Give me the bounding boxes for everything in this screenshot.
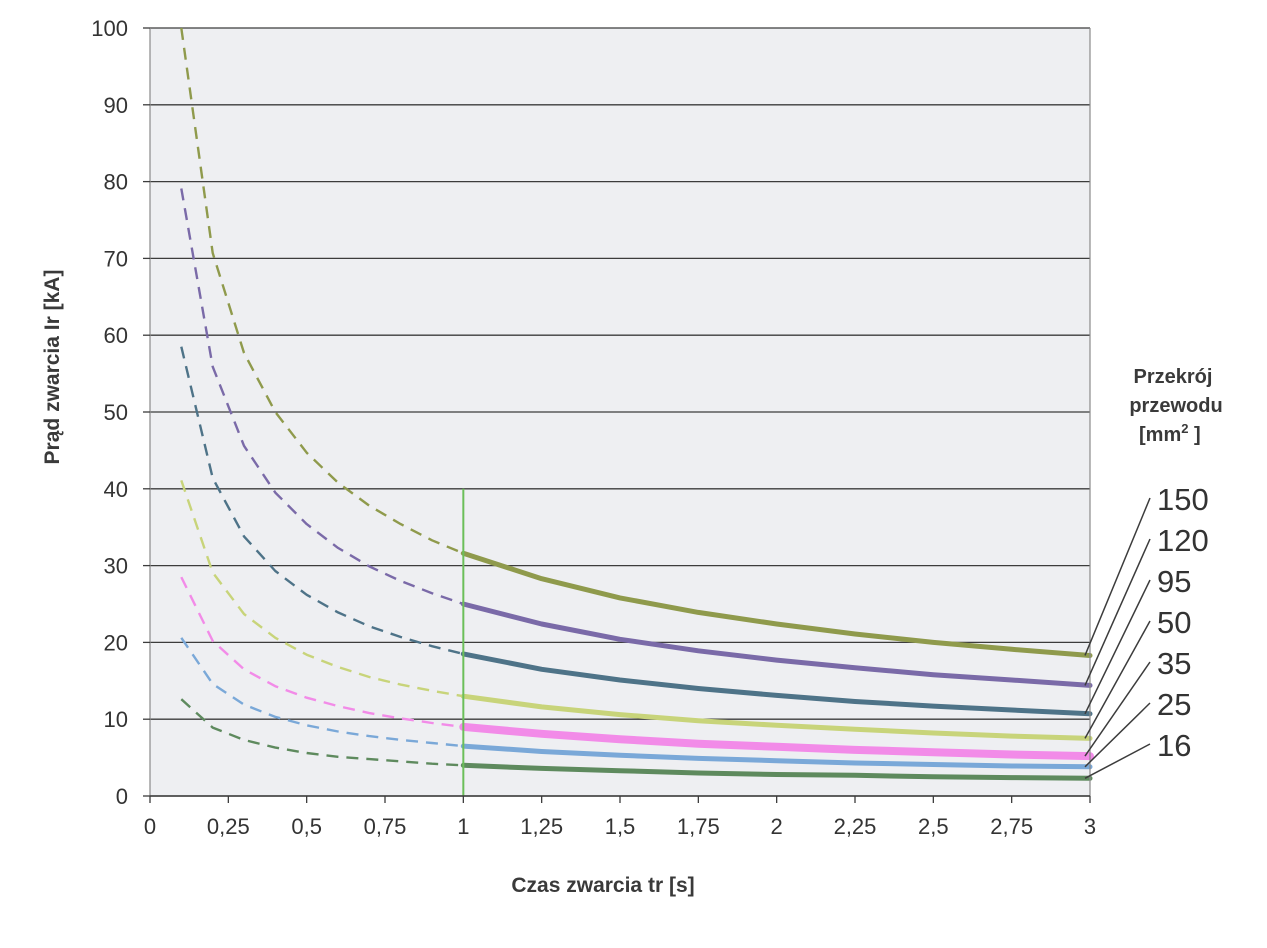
x-tick-label: 1,5	[605, 814, 636, 839]
legend-label-25: 25	[1157, 687, 1191, 722]
series-120-dashed	[180, 188, 464, 606]
axes	[143, 27, 1091, 803]
x-tick-label: 2,75	[990, 814, 1033, 839]
gridlines	[150, 27, 1090, 797]
series-50-dashed	[180, 480, 464, 698]
legend-label-120: 120	[1157, 523, 1209, 558]
legend-title-bracket: ]	[1188, 424, 1200, 446]
x-tick-label: 2,25	[834, 814, 877, 839]
series-16-dashed	[180, 698, 464, 767]
y-tick-label: 20	[104, 630, 128, 655]
series-150-solid	[460, 550, 1093, 658]
series-layer	[180, 27, 1094, 781]
legend-leader-35	[1084, 661, 1151, 757]
y-tick-label: 90	[104, 93, 128, 118]
y-tick-label: 40	[104, 477, 128, 502]
legend-label-16: 16	[1157, 728, 1191, 763]
y-tick-label: 10	[104, 707, 128, 732]
legend-leader-50	[1084, 620, 1151, 739]
legend-leader-16	[1084, 743, 1151, 779]
x-tick-labels: 0 0,25 0,5 0,75 1 1,25 1,5 1,75 2 2,25 2,5 2,75 3	[144, 814, 1096, 839]
legend-label-95: 95	[1157, 564, 1191, 599]
series-95-dashed	[180, 346, 464, 656]
x-tick-label: 2	[771, 814, 783, 839]
y-tick-label: 0	[116, 784, 128, 809]
x-tick-label: 3	[1084, 814, 1096, 839]
x-tick-label: 1	[457, 814, 469, 839]
legend-label-35: 35	[1157, 646, 1191, 681]
legend-title-line-2: przewodu	[1129, 395, 1222, 417]
y-tick-label: 60	[104, 323, 128, 348]
x-tick-label: 2,5	[918, 814, 949, 839]
legend-title-superscript: 2	[1181, 421, 1188, 436]
series-25-solid	[460, 743, 1093, 770]
y-tick-label: 100	[91, 16, 128, 41]
y-axis-title: Prąd zwarcia Ir [kA]	[41, 270, 64, 465]
series-150-dashed	[180, 27, 464, 555]
series-50-solid	[460, 693, 1093, 741]
legend: Przekrój przewodu [mm2 ] 150120955035251…	[1084, 366, 1223, 779]
y-tick-label: 80	[104, 170, 128, 195]
series-35-solid	[459, 722, 1094, 761]
x-tick-label: 0,75	[364, 814, 407, 839]
legend-leader-25	[1084, 702, 1151, 768]
legend-leader-95	[1084, 579, 1151, 715]
y-tick-label: 70	[104, 246, 128, 271]
x-tick-label: 1,75	[677, 814, 720, 839]
legend-title-line-1: Przekrój	[1134, 366, 1213, 388]
legend-title-unit: [mm	[1139, 424, 1181, 446]
y-tick-label: 50	[104, 400, 128, 425]
series-25-dashed	[180, 637, 464, 748]
x-tick-label: 0,25	[207, 814, 250, 839]
legend-leader-120	[1084, 538, 1151, 686]
x-tick-label: 0,5	[291, 814, 322, 839]
y-tick-label: 30	[104, 554, 128, 579]
legend-title-line-3: [mm2 ]	[1139, 421, 1201, 446]
legend-leader-150	[1084, 497, 1151, 656]
x-axis-title: Czas zwarcia tr [s]	[511, 874, 694, 897]
series-120-solid	[460, 601, 1093, 688]
x-tick-label: 1,25	[520, 814, 563, 839]
x-tick-label: 0	[144, 814, 156, 839]
legend-items: 150 120 95 50 35 25 16	[1084, 482, 1209, 779]
series-95-solid	[460, 651, 1093, 717]
y-tick-labels: 0 10 20 30 40 50 60 70 80 90 100	[91, 16, 128, 809]
legend-label-50: 50	[1157, 605, 1191, 640]
legend-label-150: 150	[1157, 482, 1209, 517]
series-16-solid	[460, 762, 1093, 781]
